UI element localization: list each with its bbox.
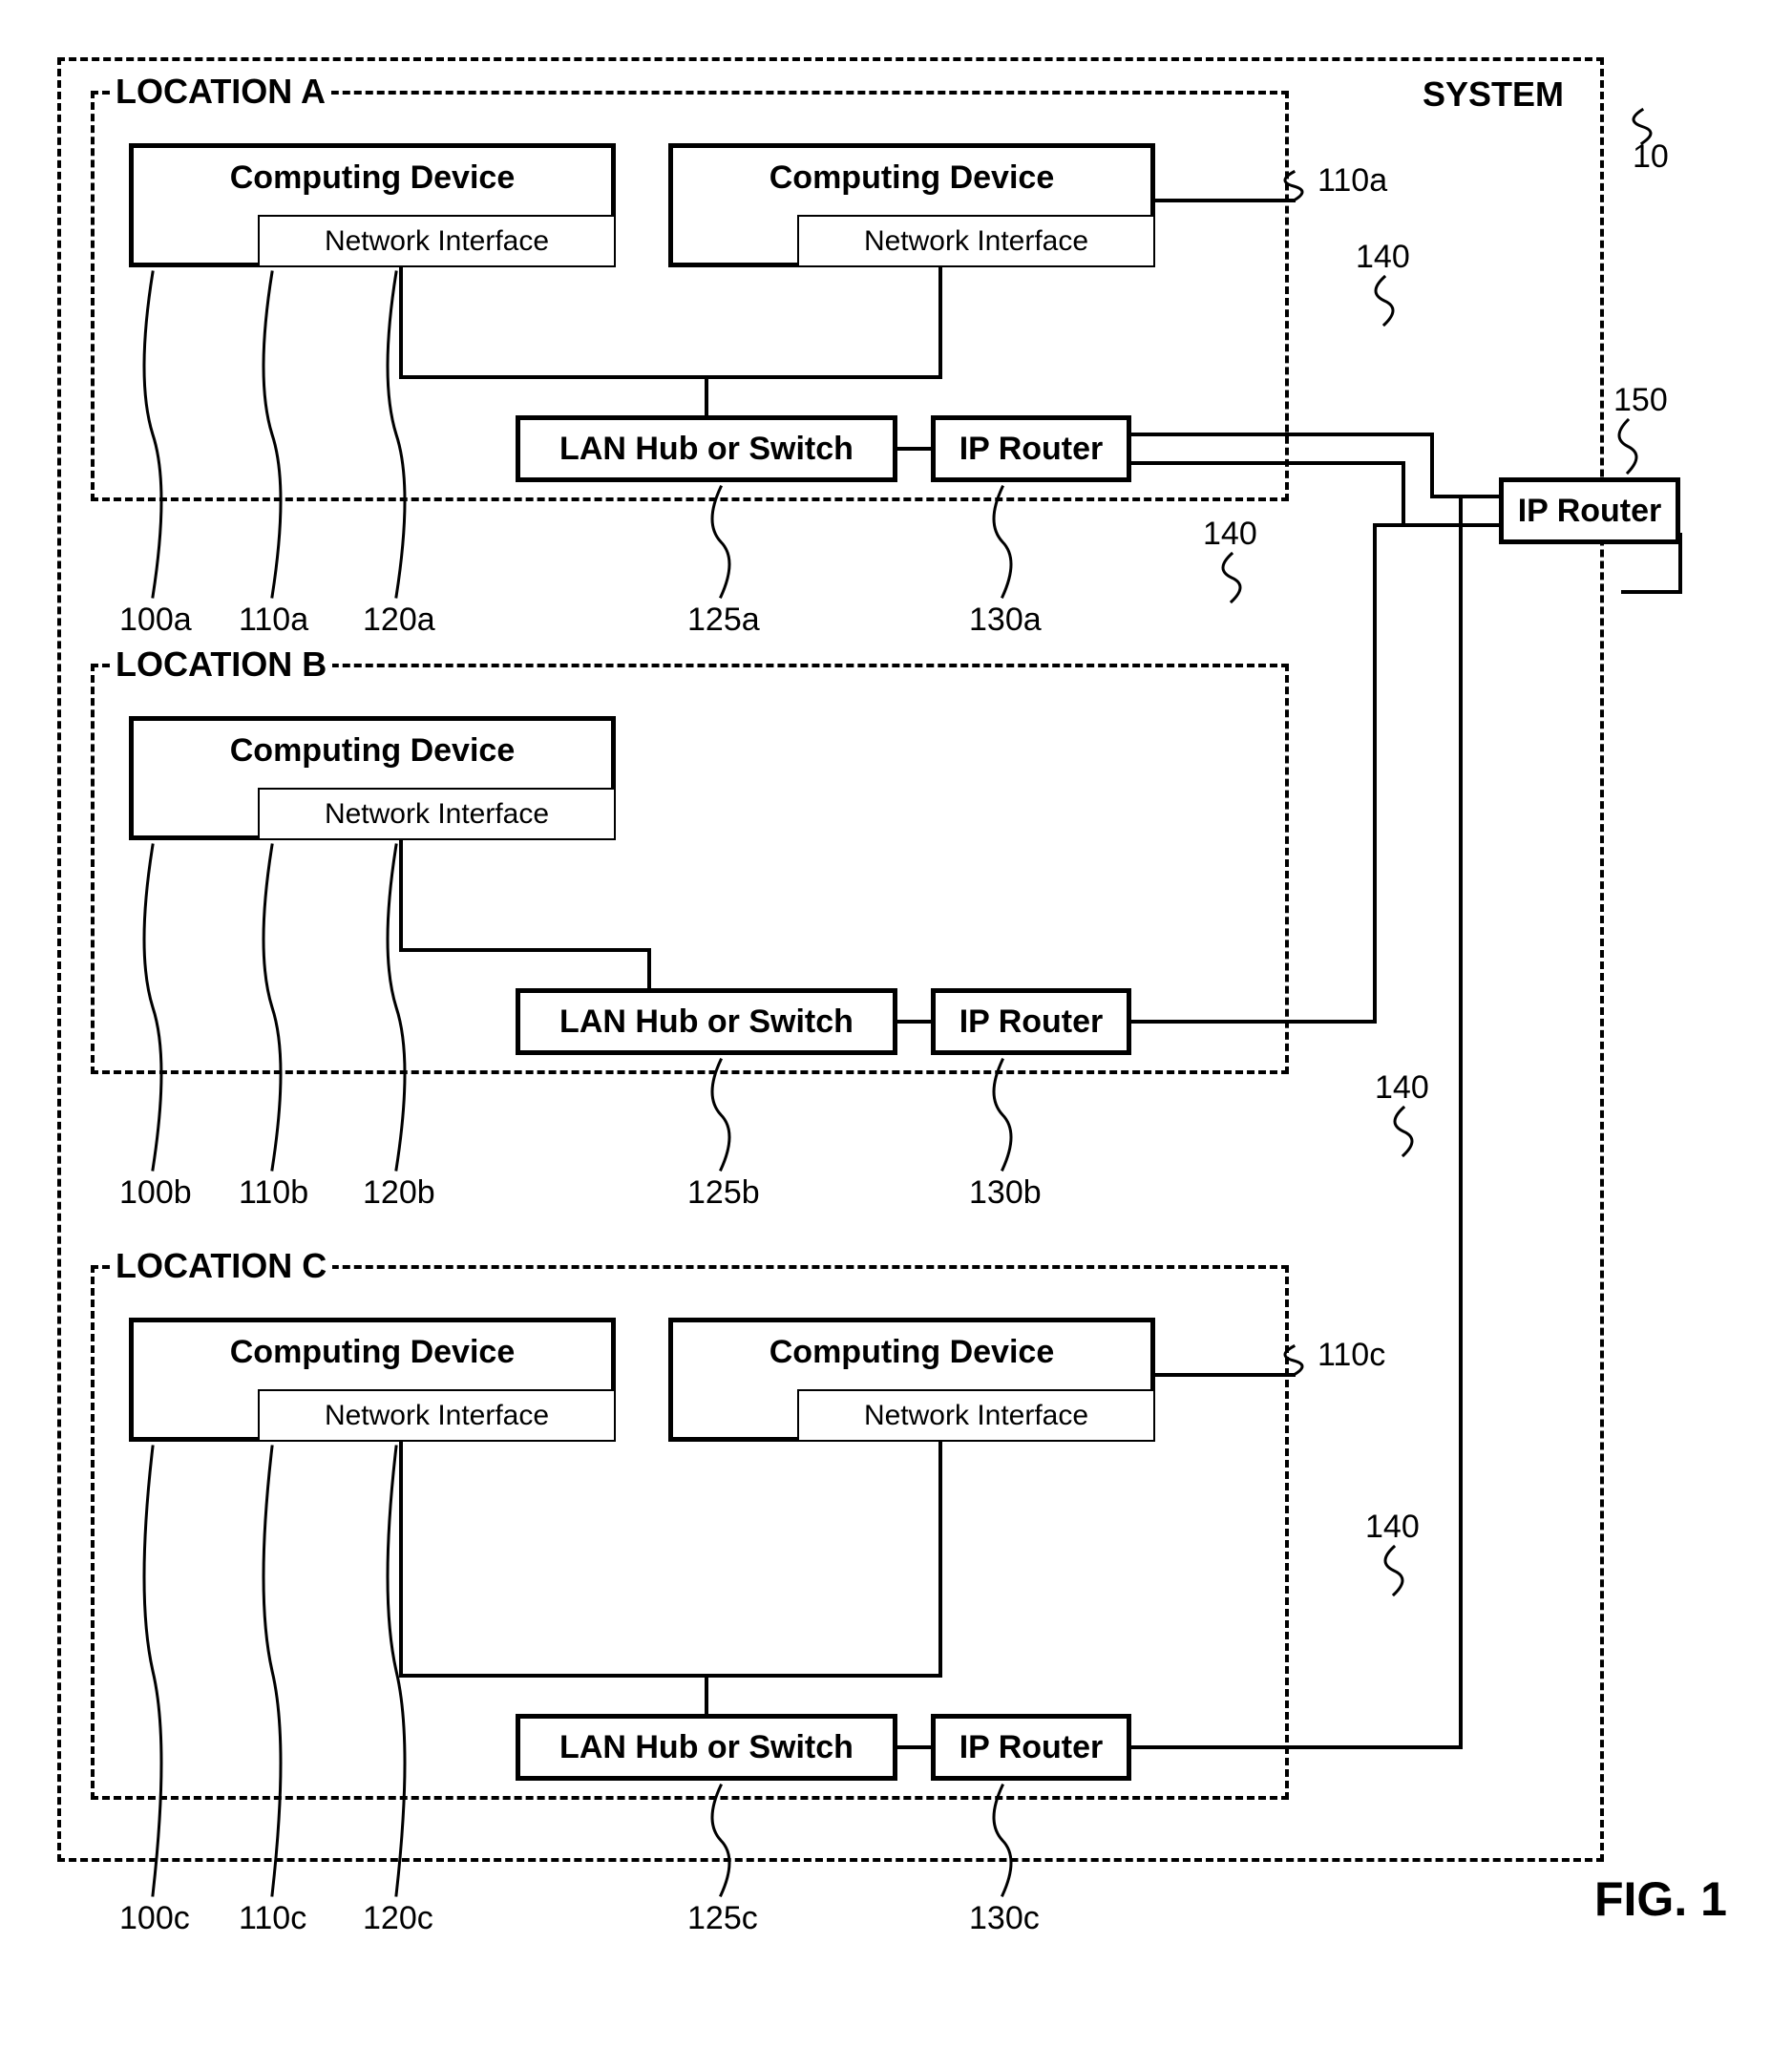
network-interface: Network Interface [797, 215, 1155, 267]
network-interface: Network Interface [797, 1389, 1155, 1442]
ref-125a: 125a [687, 602, 760, 639]
location-title-c: LOCATION C [110, 1246, 332, 1286]
network-interface: Network Interface [258, 215, 616, 267]
ref-125c: 125c [687, 1900, 758, 1937]
ip-router: IP Router [931, 988, 1131, 1055]
outer-router-ref: 150 [1613, 382, 1668, 419]
ref-120a: 120a [363, 602, 435, 639]
network-interface: Network Interface [258, 788, 616, 840]
ref-130a: 130a [969, 602, 1042, 639]
lan-hub: LAN Hub or Switch [516, 1714, 897, 1781]
location-title-a: LOCATION A [110, 72, 331, 112]
device-ref-right: 110a [1318, 162, 1387, 200]
ref-125b: 125b [687, 1174, 760, 1212]
ref-110c: 110c [239, 1900, 306, 1937]
lan-hub: LAN Hub or Switch [516, 988, 897, 1055]
ref-100a: 100a [119, 602, 192, 639]
ref-100c: 100c [119, 1900, 190, 1937]
ref-120c: 120c [363, 1900, 433, 1937]
outer-ip-router: IP Router [1499, 477, 1680, 544]
link-ref-140: 140 [1375, 1069, 1429, 1107]
link-ref-140: 140 [1365, 1509, 1420, 1546]
network-interface: Network Interface [258, 1389, 616, 1442]
ref-130c: 130c [969, 1900, 1040, 1937]
ip-router: IP Router [931, 415, 1131, 482]
system-title: SYSTEM [1423, 74, 1564, 115]
ref-100b: 100b [119, 1174, 192, 1212]
ref-110b: 110b [239, 1174, 308, 1212]
location-title-b: LOCATION B [110, 644, 332, 685]
link-ref-140: 140 [1203, 516, 1257, 553]
link-ref-140: 140 [1356, 239, 1410, 276]
ref-120b: 120b [363, 1174, 435, 1212]
figure-label: FIG. 1 [1594, 1871, 1754, 2011]
ip-router: IP Router [931, 1714, 1131, 1781]
lan-hub: LAN Hub or Switch [516, 415, 897, 482]
ref-110a: 110a [239, 602, 308, 639]
ref-130b: 130b [969, 1174, 1042, 1212]
system-ref: 10 [1633, 138, 1669, 176]
device-ref-right: 110c [1318, 1337, 1385, 1374]
